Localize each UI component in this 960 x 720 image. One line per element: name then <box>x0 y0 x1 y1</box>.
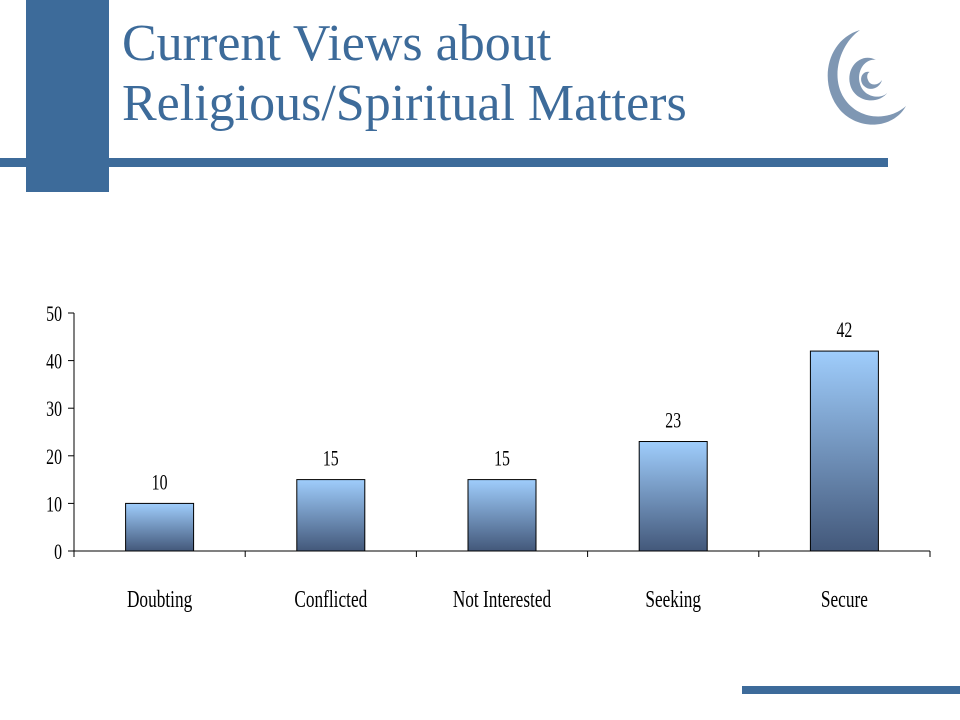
category-label: Conflicted <box>294 585 367 613</box>
y-tick-label: 40 <box>46 350 62 374</box>
category-label: Seeking <box>645 585 701 613</box>
bar-secure <box>809 350 879 552</box>
category-label: Secure <box>821 585 868 613</box>
category-label: Not Interested <box>453 585 552 613</box>
footer-bar <box>742 686 960 694</box>
data-label: 23 <box>665 409 681 433</box>
y-tick-label: 10 <box>46 493 62 517</box>
bar-conflicted <box>296 479 366 552</box>
page-title: Current Views about Religious/Spiritual … <box>122 14 822 134</box>
bar-seeking <box>638 441 708 552</box>
y-tick-label: 30 <box>46 398 62 422</box>
swirl-logo-icon <box>827 30 906 125</box>
title-line-2: Religious/Spiritual Matters <box>122 75 687 132</box>
y-tick-label: 0 <box>54 541 62 565</box>
data-label: 15 <box>494 447 510 471</box>
data-label: 42 <box>836 319 852 343</box>
data-label: 15 <box>323 447 339 471</box>
title-line-1: Current Views about <box>122 15 552 72</box>
y-tick-label: 50 <box>46 303 62 327</box>
y-tick-label: 20 <box>46 445 62 469</box>
bar-doubting <box>125 502 195 552</box>
bar-not-interested <box>467 479 537 552</box>
data-label: 10 <box>152 471 168 495</box>
title-underline-bar <box>0 158 888 167</box>
category-label: Doubting <box>127 585 193 613</box>
